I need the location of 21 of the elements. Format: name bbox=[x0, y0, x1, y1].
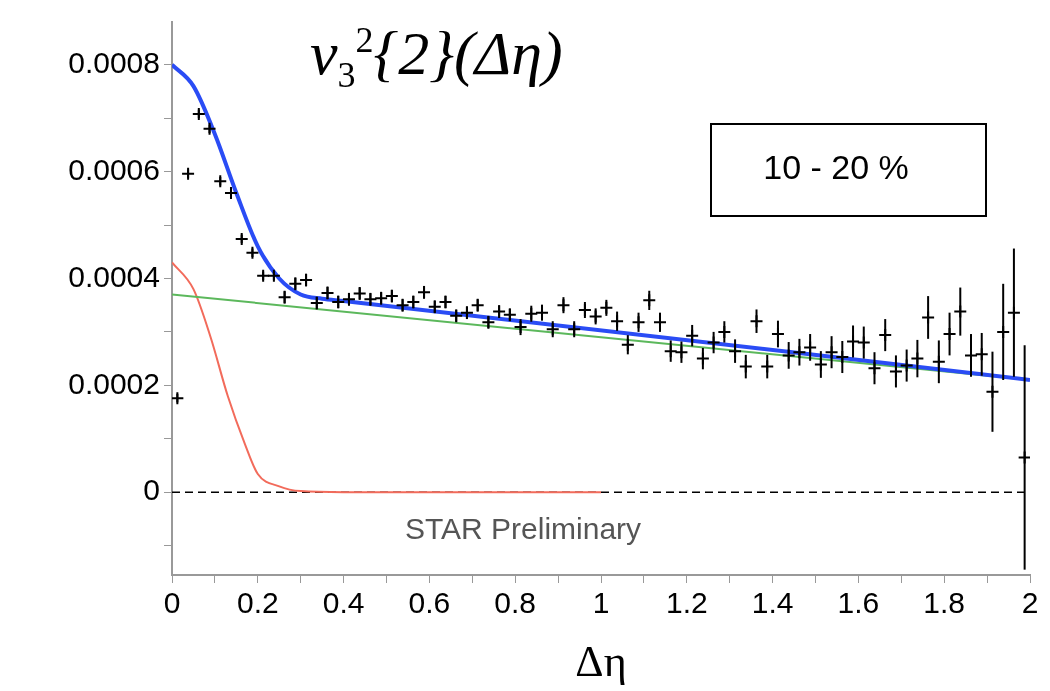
x-tick-label: 1.4 bbox=[751, 586, 794, 620]
annotation: 10 - 20 % bbox=[763, 148, 909, 187]
x-tick-label: 1 bbox=[592, 586, 610, 620]
chart-title: v$_{3}$$^{2}${2}(Δη) bbox=[310, 18, 563, 97]
x-axis-title: Δη bbox=[575, 637, 627, 687]
y-tick-label: 0.0004 bbox=[68, 259, 160, 293]
x-tick-label: 0.8 bbox=[494, 586, 537, 620]
x-tick-label: 0 bbox=[163, 586, 181, 620]
line-series bbox=[172, 261, 602, 494]
x-tick-label: 1.8 bbox=[923, 586, 966, 620]
y-tick-label: 0 bbox=[143, 473, 160, 507]
y-tick-label: 0.0008 bbox=[68, 46, 160, 80]
x-tick-label: 0.2 bbox=[236, 586, 279, 620]
x-tick-label: 0.4 bbox=[322, 586, 365, 620]
x-tick-label: 0.6 bbox=[408, 586, 451, 620]
y-tick-label: 0.0002 bbox=[68, 366, 160, 400]
x-tick-label: 1.2 bbox=[665, 586, 708, 620]
x-tick-label: 2 bbox=[1021, 586, 1039, 620]
y-tick-label: 0.0006 bbox=[68, 152, 160, 186]
x-tick-label: 1.6 bbox=[837, 586, 880, 620]
annotation: STAR Preliminary bbox=[404, 512, 642, 546]
